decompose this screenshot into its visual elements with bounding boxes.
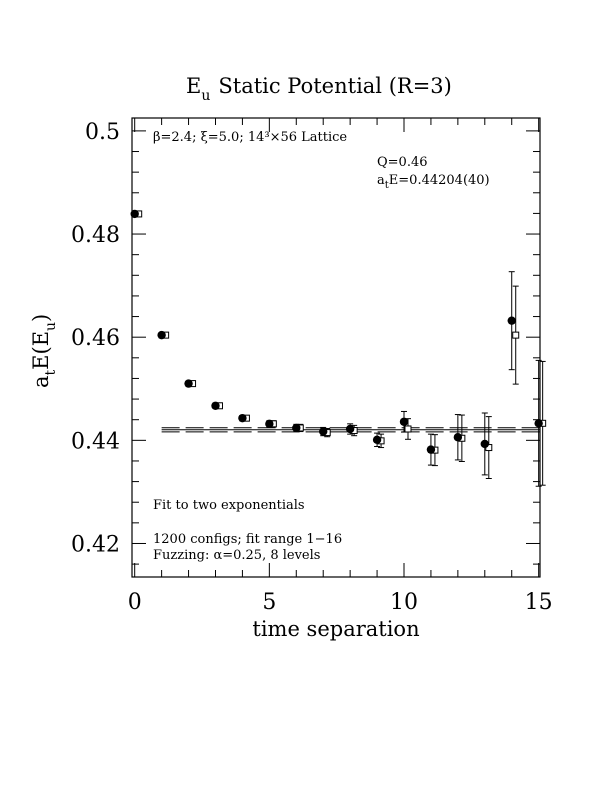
- circle-point: [319, 427, 328, 436]
- x-tick-label: 0: [128, 590, 142, 615]
- circle-point: [507, 316, 516, 325]
- q-annotation: Q=0.46: [377, 155, 428, 170]
- y-tick-label: 0.42: [71, 532, 120, 557]
- circle-point: [399, 417, 409, 426]
- y-tick-label: 0.44: [71, 429, 120, 454]
- circle-point: [453, 433, 463, 442]
- y-tick-label: 0.5: [85, 120, 120, 145]
- configs-annotation: 1200 configs; fit range 1−16: [153, 532, 342, 547]
- circle-point: [211, 401, 220, 410]
- x-tick-label: 10: [390, 590, 418, 615]
- lattice-annotation: β=2.4; ξ=5.0; 14³×56 Lattice: [153, 130, 347, 145]
- x-tick-label: 5: [262, 590, 276, 615]
- circle-point: [265, 419, 274, 429]
- square-point: [512, 331, 520, 339]
- circle-point: [480, 439, 489, 449]
- y-axis-label: atE(Eu): [29, 314, 59, 388]
- fuzzing-annotation: Fuzzing: α=0.25, 8 levels: [153, 548, 320, 563]
- y-tick-label: 0.48: [71, 223, 120, 248]
- circle-point: [238, 413, 247, 423]
- circle-point: [372, 435, 382, 445]
- circle-point: [130, 209, 139, 219]
- plot-frame: [131, 117, 541, 578]
- circle-point: [157, 330, 166, 340]
- circle-point: [345, 424, 355, 434]
- fit-annotation: Fit to two exponentials: [153, 498, 305, 513]
- circle-point: [534, 419, 543, 428]
- x-axis-label: time separation: [252, 617, 419, 641]
- x-tick-label: 15: [525, 590, 553, 615]
- circle-point: [426, 445, 436, 454]
- chart-title: Eu Static Potential (R=3): [186, 74, 452, 104]
- square-point: [404, 425, 412, 433]
- y-tick-label: 0.46: [71, 326, 120, 351]
- energy-annotation: atE=0.44204(40): [377, 173, 490, 191]
- circle-point: [292, 423, 301, 433]
- circle-point: [184, 379, 193, 388]
